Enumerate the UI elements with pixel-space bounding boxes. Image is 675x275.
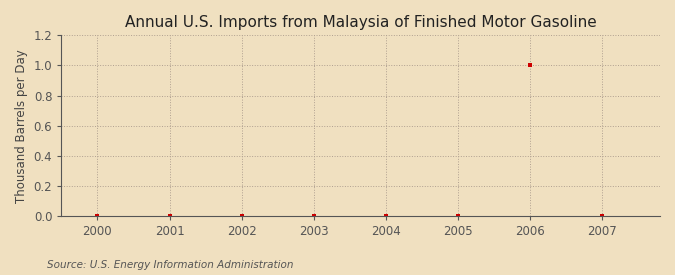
Title: Annual U.S. Imports from Malaysia of Finished Motor Gasoline: Annual U.S. Imports from Malaysia of Fin…	[125, 15, 597, 30]
Text: Source: U.S. Energy Information Administration: Source: U.S. Energy Information Administ…	[47, 260, 294, 270]
Y-axis label: Thousand Barrels per Day: Thousand Barrels per Day	[15, 49, 28, 202]
